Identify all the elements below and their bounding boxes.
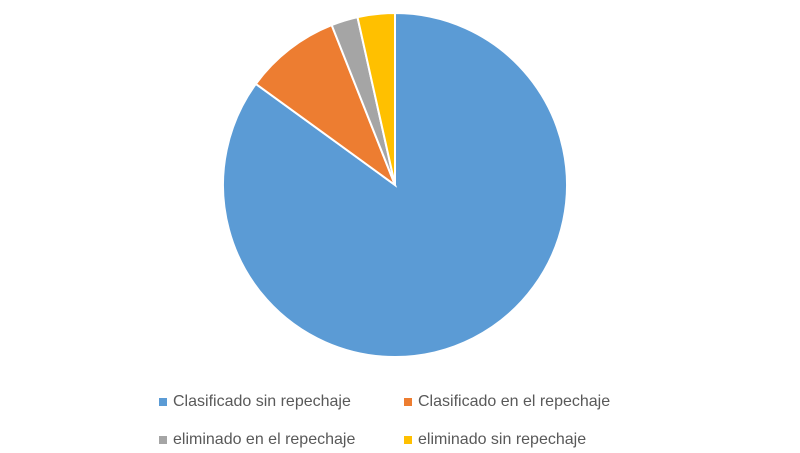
legend-label: Clasificado sin repechaje [173,393,351,410]
pie-slice [254,23,398,188]
legend-label: eliminado en el repechaje [173,431,355,448]
legend-label: eliminado sin repechaje [418,431,586,448]
legend-marker [159,436,167,444]
legend-marker [404,436,412,444]
legend-marker [159,398,167,406]
pie-slice [356,11,396,186]
legend-label: Clasificado en el repechaje [418,393,610,410]
legend-marker [404,398,412,406]
